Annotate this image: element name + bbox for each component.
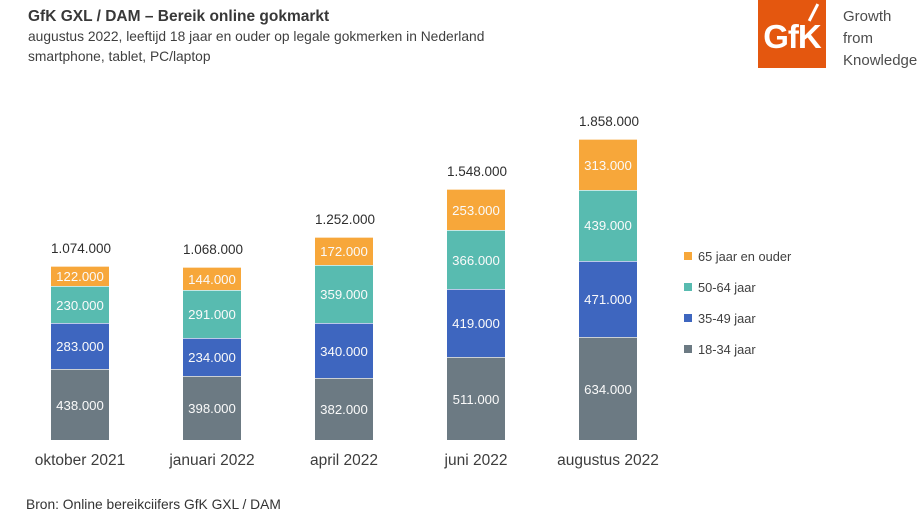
bar-segment: 283.000: [51, 323, 109, 370]
stacked-bar-chart: 1.074.000 122.000 230.000 283.000 438.000 1.0…: [0, 90, 680, 440]
bar-segment: 313.000: [579, 139, 637, 190]
gfk-logo: GfK Growth from Knowledge: [758, 0, 917, 72]
legend-label: 50-64 jaar: [698, 280, 756, 295]
bar-column: 1.074.000 122.000 230.000 283.000 438.000: [51, 90, 112, 440]
legend-item: 18-34 jaar: [684, 342, 791, 357]
bar-segment: 253.000: [447, 189, 505, 231]
bar-segment: 398.000: [183, 375, 241, 440]
legend-swatch-icon: [684, 283, 692, 291]
bar-segment: 122.000: [51, 266, 109, 286]
x-axis-label: januari 2022: [169, 452, 255, 469]
subtitle-line-2: smartphone, tablet, PC/laptop: [28, 49, 211, 64]
bar-segment: 511.000: [447, 357, 505, 440]
bar-segment: 438.000: [51, 369, 109, 440]
bar-column: 1.068.000 144.000 291.000 234.000 398.000: [183, 90, 244, 440]
gfk-logo-icon: GfK: [758, 0, 826, 68]
bar-segment: 359.000: [315, 264, 373, 324]
bar-total-label: 1.858.000: [579, 114, 640, 130]
bar-total-label: 1.068.000: [183, 242, 244, 258]
gfk-tagline: Growth from Knowledge: [843, 0, 917, 72]
bar-total-label: 1.252.000: [315, 212, 376, 228]
bar-segment: 234.000: [183, 337, 241, 376]
gfk-logo-text: GfK: [763, 18, 821, 55]
bar-segment: 144.000: [183, 267, 241, 291]
legend-label: 18-34 jaar: [698, 342, 756, 357]
bar-segment: 382.000: [315, 378, 373, 440]
bar-segment: 471.000: [579, 261, 637, 338]
legend-item: 50-64 jaar: [684, 280, 791, 295]
bar-segment: 230.000: [51, 285, 109, 324]
legend-swatch-icon: [684, 252, 692, 260]
x-axis-label: augustus 2022: [557, 452, 659, 469]
bar-segment: 172.000: [315, 237, 373, 265]
legend-label: 35-49 jaar: [698, 311, 756, 326]
legend-swatch-icon: [684, 345, 692, 353]
x-axis-label: juni 2022: [444, 452, 508, 469]
page-title: GfK GXL / DAM – Bereik online gokmarkt: [28, 8, 330, 25]
bar-segment: 419.000: [447, 289, 505, 358]
bar-total-label: 1.548.000: [447, 164, 508, 180]
legend-item: 35-49 jaar: [684, 311, 791, 326]
x-axis-label: oktober 2021: [34, 452, 126, 469]
x-axis-label: april 2022: [309, 452, 379, 469]
bar-segment: 439.000: [579, 189, 637, 261]
header: GfK GXL / DAM – Bereik online gokmarkt a…: [28, 7, 484, 67]
legend-label: 65 jaar en ouder: [698, 249, 792, 264]
gfk-tagline-line: from: [843, 30, 873, 47]
bar-segment: 291.000: [183, 290, 241, 338]
bar-segment: 340.000: [315, 323, 373, 379]
gfk-tagline-line: Knowledge: [843, 52, 918, 69]
bar-column: 1.858.000 313.000 439.000 471.000 634.000: [579, 90, 640, 440]
bar-segment: 634.000: [579, 337, 637, 440]
legend-swatch-icon: [684, 314, 692, 322]
bar-column: 1.548.000 253.000 366.000 419.000 511.000: [447, 90, 508, 440]
subtitle-line-1: augustus 2022, leeftijd 18 jaar en ouder…: [28, 29, 485, 44]
legend-item: 65 jaar en ouder: [684, 249, 791, 264]
gfk-tagline-line: Growth: [843, 8, 892, 25]
source-note: Bron: Online bereikciifers GfK GXL / DAM: [26, 497, 281, 512]
bar-column: 1.252.000 172.000 359.000 340.000 382.000: [315, 90, 376, 440]
bar-segment: 366.000: [447, 230, 505, 290]
chart-legend: 65 jaar en ouder 50-64 jaar 35-49 jaar 18-3…: [684, 249, 791, 373]
bar-total-label: 1.074.000: [51, 241, 112, 257]
